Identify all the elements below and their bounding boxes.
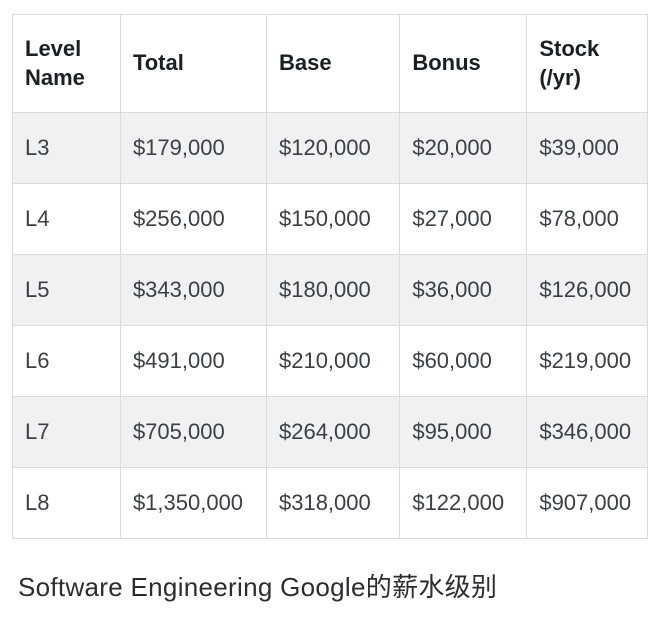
cell-base: $210,000 bbox=[266, 326, 399, 397]
table-row: L7 $705,000 $264,000 $95,000 $346,000 bbox=[13, 397, 648, 468]
cell-bonus: $95,000 bbox=[400, 397, 527, 468]
cell-bonus: $20,000 bbox=[400, 113, 527, 184]
col-header-total: Total bbox=[120, 15, 266, 113]
table-row: L8 $1,350,000 $318,000 $122,000 $907,000 bbox=[13, 468, 648, 539]
cell-total: $179,000 bbox=[120, 113, 266, 184]
cell-level: L4 bbox=[13, 184, 121, 255]
cell-base: $180,000 bbox=[266, 255, 399, 326]
cell-base: $264,000 bbox=[266, 397, 399, 468]
cell-base: $150,000 bbox=[266, 184, 399, 255]
cell-level: L8 bbox=[13, 468, 121, 539]
col-header-stock: Stock (/yr) bbox=[527, 15, 648, 113]
table-row: L6 $491,000 $210,000 $60,000 $219,000 bbox=[13, 326, 648, 397]
table-row: L4 $256,000 $150,000 $27,000 $78,000 bbox=[13, 184, 648, 255]
cell-stock: $907,000 bbox=[527, 468, 648, 539]
cell-level: L7 bbox=[13, 397, 121, 468]
cell-level: L6 bbox=[13, 326, 121, 397]
cell-bonus: $60,000 bbox=[400, 326, 527, 397]
cell-stock: $219,000 bbox=[527, 326, 648, 397]
table-caption: Software Engineering Google的薪水级别 bbox=[18, 567, 648, 604]
cell-base: $318,000 bbox=[266, 468, 399, 539]
cell-bonus: $122,000 bbox=[400, 468, 527, 539]
cell-total: $491,000 bbox=[120, 326, 266, 397]
compensation-table: Level Name Total Base Bonus Stock (/yr) … bbox=[12, 14, 648, 539]
table-header-row: Level Name Total Base Bonus Stock (/yr) bbox=[13, 15, 648, 113]
table-row: L5 $343,000 $180,000 $36,000 $126,000 bbox=[13, 255, 648, 326]
cell-total: $343,000 bbox=[120, 255, 266, 326]
col-header-base: Base bbox=[266, 15, 399, 113]
cell-level: L3 bbox=[13, 113, 121, 184]
cell-base: $120,000 bbox=[266, 113, 399, 184]
cell-stock: $126,000 bbox=[527, 255, 648, 326]
cell-total: $705,000 bbox=[120, 397, 266, 468]
col-header-level: Level Name bbox=[13, 15, 121, 113]
cell-bonus: $36,000 bbox=[400, 255, 527, 326]
cell-stock: $39,000 bbox=[527, 113, 648, 184]
col-header-bonus: Bonus bbox=[400, 15, 527, 113]
cell-level: L5 bbox=[13, 255, 121, 326]
cell-stock: $346,000 bbox=[527, 397, 648, 468]
cell-stock: $78,000 bbox=[527, 184, 648, 255]
cell-total: $256,000 bbox=[120, 184, 266, 255]
cell-bonus: $27,000 bbox=[400, 184, 527, 255]
table-row: L3 $179,000 $120,000 $20,000 $39,000 bbox=[13, 113, 648, 184]
cell-total: $1,350,000 bbox=[120, 468, 266, 539]
